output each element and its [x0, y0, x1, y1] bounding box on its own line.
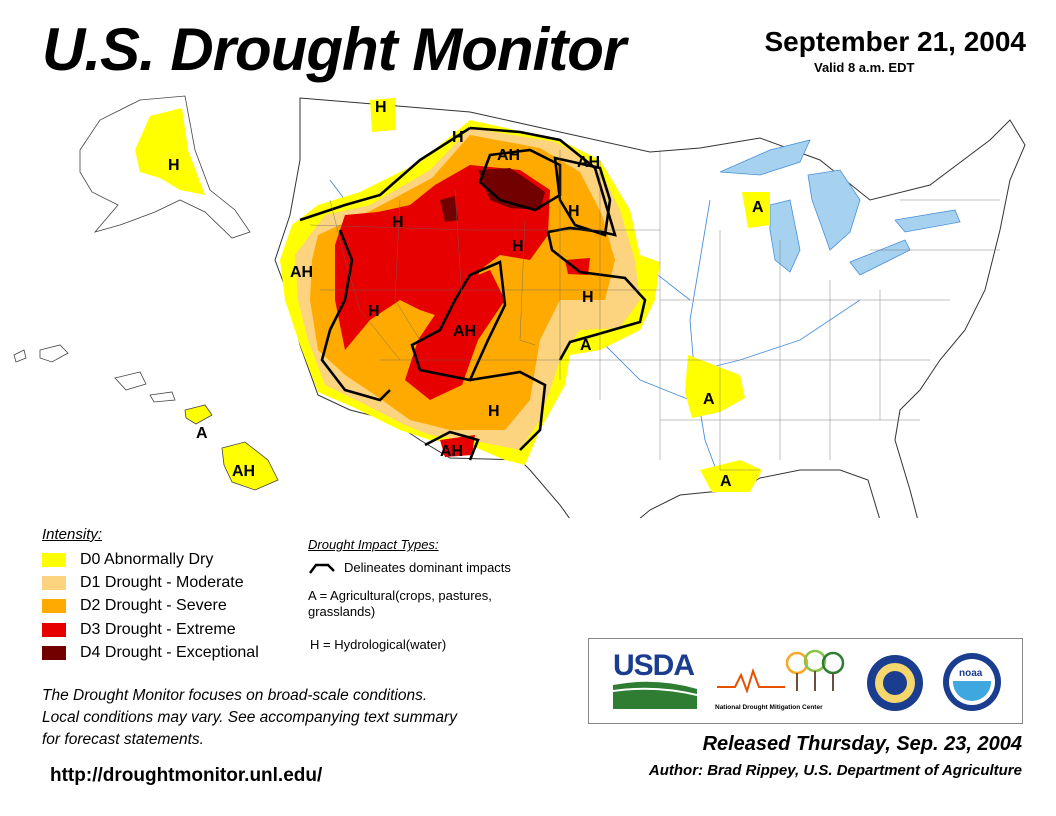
- impact-line-legend: Delineates dominant impacts: [308, 560, 511, 575]
- swatch-d4: [42, 646, 66, 661]
- label-la: A: [720, 473, 732, 490]
- drought-d4: [440, 168, 545, 222]
- swatch-d1: [42, 576, 66, 591]
- swatch-d2: [42, 599, 66, 614]
- label-hi-small: A: [196, 425, 208, 442]
- alaska: [79, 95, 251, 239]
- label-sd: H: [568, 203, 580, 220]
- label-mi: A: [752, 199, 764, 216]
- legend-title: Intensity:: [42, 526, 103, 543]
- partner-logos: USDA National Drought Mitigation Center …: [588, 638, 1023, 724]
- label-ar: A: [703, 391, 715, 408]
- released-date: Released Thursday, Sep. 23, 2004: [702, 733, 1022, 755]
- impact-line-icon: [309, 563, 335, 574]
- ndmc-logo: National Drought Mitigation Center: [715, 649, 845, 715]
- usda-seal-icon: [867, 655, 923, 711]
- ndmc-trees-icon: [717, 649, 845, 695]
- legend-item-d3: D3 Drought - Extreme: [42, 618, 259, 641]
- valid-time: Valid 8 a.m. EDT: [814, 60, 915, 75]
- label-mt-nw: H: [375, 99, 387, 116]
- label-az: AH: [440, 443, 463, 460]
- impact-agricultural: A = Agricultural(crops, pastures, grassl…: [308, 588, 492, 619]
- disclaimer: The Drought Monitor focuses on broad-sca…: [42, 685, 572, 751]
- label-nm: H: [488, 403, 500, 420]
- legend: D0 Abnormally Dry D1 Drought - Moderate …: [42, 548, 259, 665]
- label-id: H: [392, 214, 404, 231]
- hawaii: [13, 344, 279, 491]
- label-ca-n: AH: [290, 264, 313, 281]
- page-title: U.S. Drought Monitor: [42, 16, 626, 83]
- noaa-logo: noaa: [943, 653, 1001, 711]
- legend-item-d0: D0 Abnormally Dry: [42, 548, 259, 571]
- drought-d3: [335, 165, 590, 457]
- disclaimer-line-2: Local conditions may vary. See accompany…: [42, 709, 457, 726]
- label-ok: A: [580, 337, 592, 354]
- legend-item-d1: D1 Drought - Moderate: [42, 571, 259, 594]
- ndmc-text: National Drought Mitigation Center: [715, 704, 823, 711]
- disclaimer-line-1: The Drought Monitor focuses on broad-sca…: [42, 687, 428, 704]
- label-ks: H: [582, 289, 594, 306]
- label-mt: H: [452, 129, 464, 146]
- swatch-d0: [42, 552, 66, 567]
- swatch-d3: [42, 622, 66, 637]
- map-date: September 21, 2004: [764, 26, 1027, 57]
- author: Author: Brad Rippey, U.S. Department of …: [648, 762, 1022, 779]
- label-nv: H: [368, 303, 380, 320]
- alaska-d0: [135, 108, 205, 195]
- label-nd-w: AH: [497, 147, 520, 164]
- legend-label-d2: D2 Drought - Severe: [80, 597, 227, 615]
- disclaimer-line-3: for forecast statements.: [42, 731, 204, 748]
- label-wy: H: [512, 238, 524, 255]
- state-borders: [309, 150, 1000, 471]
- impact-hydrological: H = Hydrological(water): [310, 637, 447, 652]
- usda-field-icon: [612, 681, 698, 709]
- impact-line-label: Delineates dominant impacts: [344, 560, 511, 575]
- drought-map: H A AH H H AH AH H H H AH H AH H A H AH …: [13, 95, 1026, 518]
- legend-item-d4: D4 Drought - Exceptional: [42, 642, 259, 665]
- label-ak: H: [168, 157, 180, 174]
- legend-label-d3: D3 Drought - Extreme: [80, 620, 236, 638]
- legend-label-d0: D0 Abnormally Dry: [80, 550, 214, 568]
- usda-logo: USDA: [612, 651, 698, 711]
- legend-item-d2: D2 Drought - Severe: [42, 595, 259, 618]
- label-hi: AH: [232, 463, 255, 480]
- legend-label-d4: D4 Drought - Exceptional: [80, 644, 259, 662]
- label-co: AH: [453, 323, 476, 340]
- legend-label-d1: D1 Drought - Moderate: [80, 574, 244, 592]
- impact-types-title: Drought Impact Types:: [308, 537, 439, 552]
- website-link[interactable]: http://droughtmonitor.unl.edu/: [50, 765, 323, 786]
- label-nd-e: AH: [577, 154, 600, 171]
